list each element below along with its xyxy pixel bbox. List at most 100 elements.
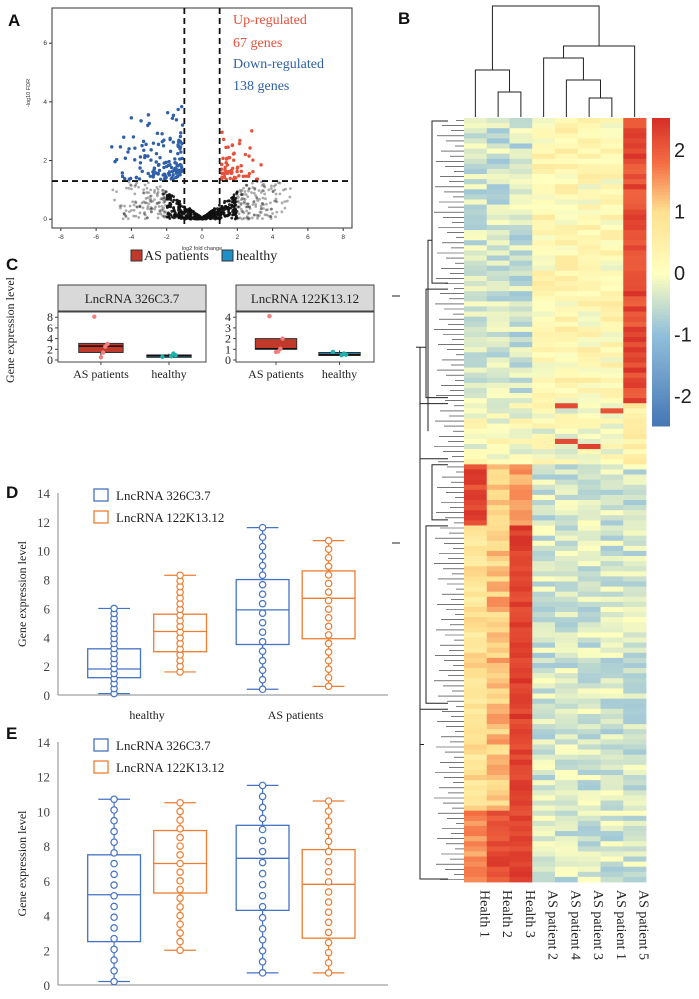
y-tick-label: 8	[44, 573, 51, 588]
heatmap-cell	[555, 123, 579, 129]
heatmap-cell	[464, 443, 488, 450]
heatmap-cell	[577, 668, 601, 674]
ns-point	[170, 209, 174, 213]
heatmap-cell	[600, 678, 624, 684]
heatmap-cell	[464, 362, 488, 368]
heatmap-cell	[509, 209, 533, 216]
heatmap-cell	[600, 876, 624, 883]
down-point	[146, 171, 150, 176]
heatmap-cell	[623, 713, 647, 720]
heatmap-cell	[509, 464, 533, 470]
heatmap-cell	[464, 275, 488, 282]
heatmap-cell	[464, 423, 488, 430]
heatmap-cell	[623, 179, 647, 185]
panel-label-b: B	[398, 9, 410, 28]
heatmap-cell	[577, 174, 601, 180]
heatmap-cell	[623, 856, 647, 863]
heatmap-cell	[486, 204, 510, 211]
heatmap-cell	[555, 438, 579, 445]
heatmap-cell	[464, 637, 488, 644]
down-point	[175, 164, 179, 168]
panel-label-c: C	[6, 255, 18, 274]
heatmap-cell	[555, 673, 579, 679]
heatmap-cell	[509, 240, 533, 246]
ns-point	[237, 205, 241, 209]
ns-point	[263, 192, 267, 196]
y-tick-label: 2	[44, 659, 51, 674]
heatmap-cell	[464, 326, 488, 333]
box-point	[258, 542, 267, 551]
ns-point	[267, 188, 271, 192]
heatmap-cell	[555, 754, 579, 761]
up-point	[231, 166, 235, 170]
heatmap-cell	[509, 871, 533, 878]
heatmap-cell	[577, 820, 601, 827]
box-point	[324, 605, 333, 613]
ns-point	[155, 192, 159, 196]
heatmap-cell	[600, 474, 624, 481]
ns-point	[270, 207, 274, 211]
heatmap-cell	[509, 515, 533, 521]
heatmap-cell	[600, 769, 624, 776]
ns-point	[146, 207, 150, 211]
heatmap-cell	[623, 571, 647, 577]
ns-point	[275, 200, 279, 204]
heatmap-cell	[623, 627, 647, 633]
x-tick-label: 4	[271, 234, 275, 241]
down-point	[162, 138, 166, 142]
ns-point	[215, 207, 219, 211]
down-point	[122, 135, 126, 139]
heatmap-cell	[509, 235, 533, 241]
heatmap-cell	[532, 479, 556, 486]
heatmap-cell	[623, 566, 647, 572]
ns-point	[178, 199, 181, 203]
ns-point	[257, 189, 261, 192]
ns-point	[135, 205, 139, 209]
down-point	[138, 155, 143, 159]
ns-point	[132, 208, 136, 212]
ns-point	[214, 212, 218, 215]
heatmap-cell	[486, 362, 510, 368]
up-point	[247, 171, 252, 176]
heatmap-cell	[555, 393, 579, 399]
heatmap-cell	[600, 805, 624, 812]
down-point	[178, 147, 182, 151]
heatmap-cell	[577, 449, 601, 455]
heatmap-cell	[600, 561, 624, 567]
heatmap-cell	[555, 367, 579, 374]
ns-point	[218, 214, 222, 217]
heatmap-cell	[623, 612, 647, 618]
ns-point	[167, 212, 171, 216]
ns-point	[231, 196, 235, 199]
heatmap-cell	[555, 179, 579, 185]
heatmap-cell	[600, 586, 624, 593]
box-point	[176, 946, 184, 955]
box-point	[324, 948, 333, 957]
heatmap-cell	[577, 815, 601, 822]
heatmap-cell	[509, 571, 533, 577]
heatmap-cell	[532, 810, 556, 817]
heatmap-cell	[486, 184, 510, 190]
color-scale-segment	[652, 250, 670, 255]
heatmap-cell	[509, 790, 533, 796]
heatmap-cell	[532, 749, 556, 756]
heatmap-cell	[532, 423, 556, 430]
ns-point	[273, 199, 276, 203]
heatmap-cell	[486, 250, 510, 256]
heatmap-cell	[623, 734, 647, 740]
heatmap-cell	[532, 866, 556, 873]
heatmap-column-label: Health 3	[522, 890, 537, 938]
color-scale-segment	[652, 293, 670, 298]
y-axis-label: Gene expression level	[15, 540, 29, 647]
heatmap-cell	[532, 851, 556, 857]
heatmap-cell	[577, 153, 601, 160]
heatmap-cell	[623, 749, 647, 756]
heatmap-cell	[486, 535, 510, 542]
heatmap-cell	[486, 530, 510, 537]
heatmap-cell	[577, 876, 601, 883]
heatmap-cell	[486, 831, 510, 837]
heatmap-cell	[555, 270, 579, 277]
heatmap-cell	[600, 662, 624, 669]
heatmap-cell	[623, 510, 647, 516]
